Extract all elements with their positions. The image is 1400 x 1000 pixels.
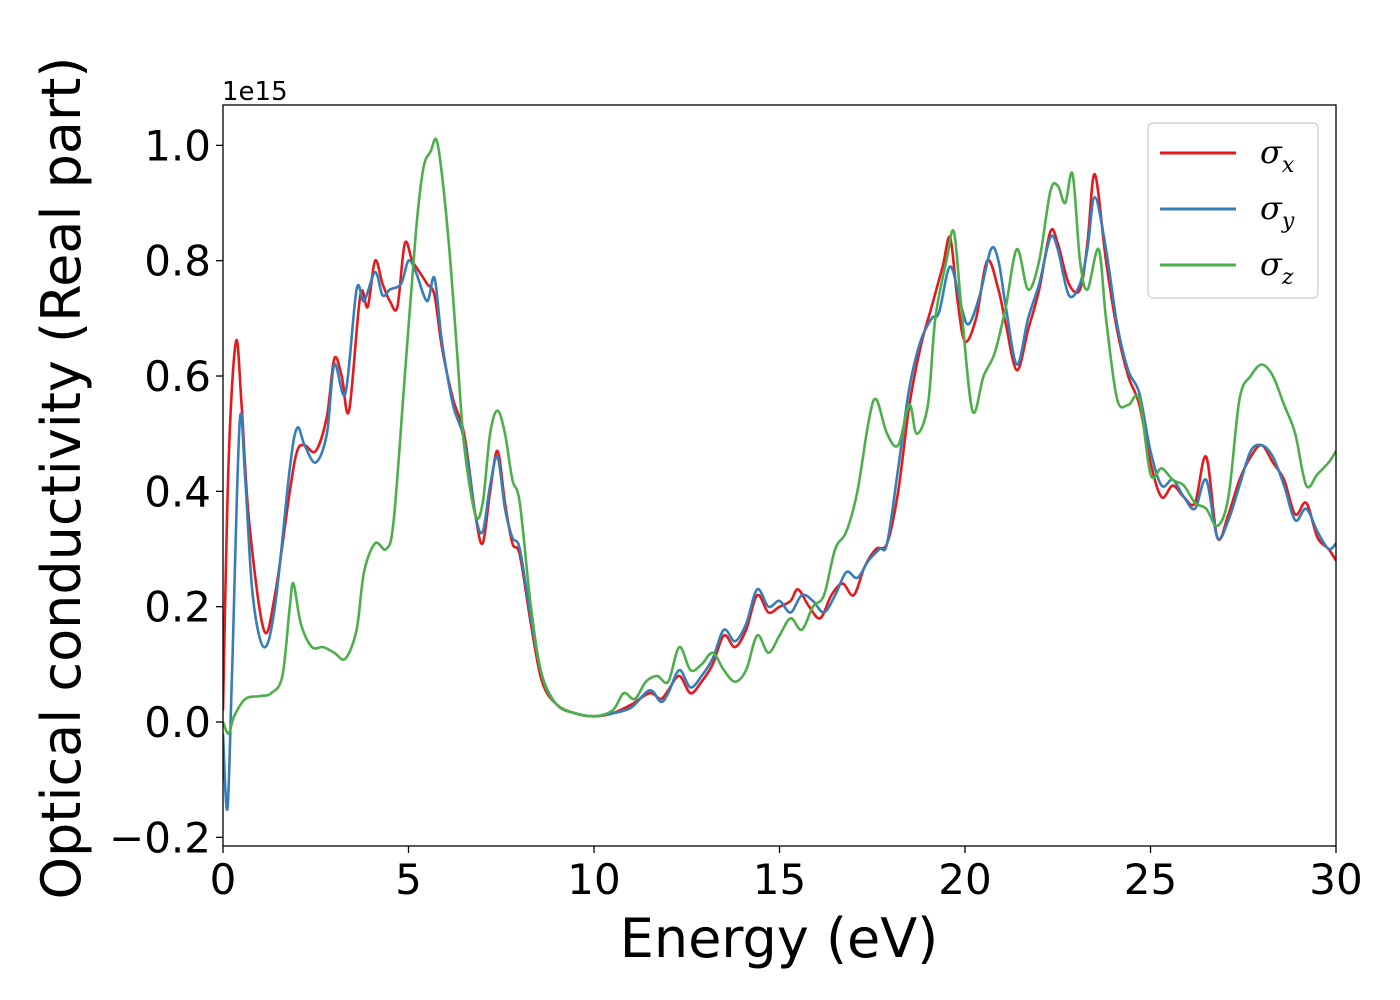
y-offset-label: 1e15 xyxy=(222,77,288,107)
series-line-y xyxy=(223,196,1336,811)
axes: 0 5 10 15 20 25 30 −0.2 0.0 0.2 0.4 0.6 0.8 1.0 xyxy=(109,104,1363,904)
x-tick-label: 10 xyxy=(567,855,620,904)
y-tick-label: −0.2 xyxy=(109,813,211,862)
y-axis-label: Optical conductivity (Real part) xyxy=(30,57,93,900)
x-axis-label: Energy (eV) xyxy=(620,907,939,970)
y-tick-label: 0.8 xyxy=(144,237,211,286)
x-tick-label: 0 xyxy=(210,855,237,904)
x-tick-label: 5 xyxy=(395,855,422,904)
x-tick-label: 25 xyxy=(1124,855,1177,904)
y-tick-label: 0.6 xyxy=(144,352,211,401)
y-tick-label: 1.0 xyxy=(144,121,211,170)
y-tick-label: 0.0 xyxy=(144,698,211,747)
series-line-x xyxy=(223,172,1336,718)
series-line-z xyxy=(223,137,1336,735)
y-tick-label: 0.4 xyxy=(144,467,211,516)
x-tick-label: 20 xyxy=(938,855,991,904)
x-tick-label: 15 xyxy=(753,855,806,904)
x-tick-label: 30 xyxy=(1309,855,1362,904)
y-tick-label: 0.2 xyxy=(144,583,211,632)
